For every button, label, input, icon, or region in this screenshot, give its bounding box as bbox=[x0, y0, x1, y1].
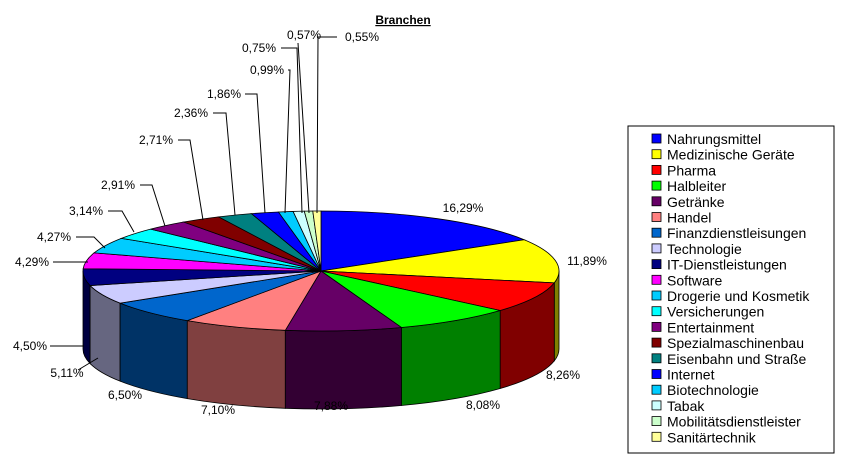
legend-swatch-13 bbox=[651, 337, 662, 348]
leader-line-16 bbox=[284, 69, 291, 214]
data-label-12: 2,91% bbox=[101, 178, 135, 192]
leader-line-13 bbox=[178, 139, 204, 221]
legend-label-12: Entertainment bbox=[667, 319, 754, 335]
legend-swatch-19 bbox=[651, 431, 662, 442]
leader-lines bbox=[50, 36, 337, 371]
leader-line-7 bbox=[77, 357, 99, 371]
data-label-15: 1,86% bbox=[207, 87, 241, 101]
data-labels: 16,29% 11,89% 8,26% 8,08% 7,88% 7,10% 6,50% 5,1… bbox=[13, 28, 607, 417]
legend-label-8: IT-Dienstleistungen bbox=[667, 257, 787, 273]
legend-label-9: Software bbox=[667, 272, 722, 288]
pie-slice-1 bbox=[320, 239, 560, 284]
pie-top-slices bbox=[82, 210, 560, 332]
data-label-7: 5,11% bbox=[50, 366, 83, 380]
data-label-1: 11,89% bbox=[567, 254, 607, 268]
leader-line-17 bbox=[281, 47, 303, 214]
data-label-13: 2,71% bbox=[139, 133, 173, 147]
legend-swatch-18 bbox=[651, 416, 662, 427]
data-label-5: 7,10% bbox=[201, 403, 235, 417]
legend-label-6: Finanzdienstleisungen bbox=[667, 225, 806, 241]
legend-label-2: Pharma bbox=[667, 162, 716, 178]
pie-slice-4 bbox=[284, 270, 403, 332]
pie-side-4 bbox=[284, 327, 402, 410]
legend-label-5: Handel bbox=[667, 210, 711, 226]
leader-line-14 bbox=[213, 112, 236, 216]
data-label-16: 0,99% bbox=[250, 63, 284, 77]
data-label-3: 8,08% bbox=[466, 398, 500, 412]
pie-slice-0 bbox=[320, 210, 526, 272]
legend-label-4: Getränke bbox=[667, 194, 725, 210]
legend-swatch-15 bbox=[651, 369, 662, 379]
data-label-9: 4,29% bbox=[15, 255, 49, 269]
data-label-6: 6,50% bbox=[108, 388, 142, 402]
legend-swatch-14 bbox=[651, 353, 662, 364]
legend-swatch-10 bbox=[651, 290, 662, 301]
leader-line-11 bbox=[108, 210, 135, 233]
data-label-8: 4,50% bbox=[13, 339, 47, 353]
chart-title: Branchen bbox=[375, 13, 430, 27]
legend-swatch-16 bbox=[651, 384, 662, 395]
legend-swatch-9 bbox=[651, 274, 662, 285]
legend-swatch-17 bbox=[651, 400, 662, 411]
legend-swatch-5 bbox=[651, 212, 662, 222]
legend-swatch-1 bbox=[651, 149, 662, 160]
legend-swatch-0 bbox=[651, 133, 662, 144]
data-label-4: 7,88% bbox=[314, 399, 348, 413]
legend-swatch-2 bbox=[651, 164, 662, 175]
data-label-18: 0,57% bbox=[287, 28, 321, 42]
legend-label-14: Eisenbahn und Straße bbox=[667, 351, 807, 367]
legend-label-3: Halbleiter bbox=[667, 178, 726, 194]
legend-label-10: Drogerie und Kosmetik bbox=[667, 288, 810, 304]
legend-label-18: Mobilitätsdienstleister bbox=[667, 414, 801, 430]
leader-line-15 bbox=[245, 93, 266, 214]
legend-label-7: Technologie bbox=[667, 241, 742, 257]
legend-swatch-6 bbox=[651, 227, 662, 238]
legend-label-15: Internet bbox=[667, 367, 715, 383]
leader-line-18 bbox=[297, 42, 310, 214]
data-label-17: 0,75% bbox=[242, 41, 276, 55]
pie-slice-2 bbox=[320, 270, 556, 311]
data-label-2: 8,26% bbox=[546, 368, 580, 382]
legend-label-13: Spezialmaschinenbau bbox=[667, 335, 804, 351]
pie-slice-3 bbox=[320, 270, 501, 328]
leader-line-12 bbox=[140, 184, 166, 227]
pie-side-1 bbox=[553, 270, 560, 363]
data-label-11: 3,14% bbox=[69, 204, 103, 218]
legend-swatch-4 bbox=[651, 196, 662, 207]
legend-label-16: Biotechnologie bbox=[667, 382, 759, 398]
data-label-0: 16,29% bbox=[443, 201, 484, 215]
legend-swatch-11 bbox=[651, 306, 662, 317]
legend-swatch-3 bbox=[651, 180, 662, 191]
legend-label-1: Medizinische Geräte bbox=[667, 147, 795, 163]
pie-side-5 bbox=[186, 320, 286, 409]
legend-box bbox=[627, 125, 835, 454]
leader-line-19 bbox=[316, 36, 337, 214]
legend-label-17: Tabak bbox=[667, 398, 705, 414]
data-label-10: 4,27% bbox=[37, 230, 71, 244]
data-label-19: 0,55% bbox=[345, 30, 379, 44]
legend-label-0: Nahrungsmittel bbox=[667, 131, 761, 147]
legend-swatch-8 bbox=[651, 259, 662, 270]
data-label-14: 2,36% bbox=[174, 106, 208, 120]
legend-label-19: Sanitärtechnik bbox=[667, 429, 757, 445]
legend-swatch-7 bbox=[651, 243, 662, 254]
legend-swatch-12 bbox=[651, 321, 662, 332]
pie-slice-5 bbox=[185, 270, 322, 331]
leader-line-10 bbox=[76, 236, 106, 249]
legend-label-11: Versicherungen bbox=[667, 304, 764, 320]
